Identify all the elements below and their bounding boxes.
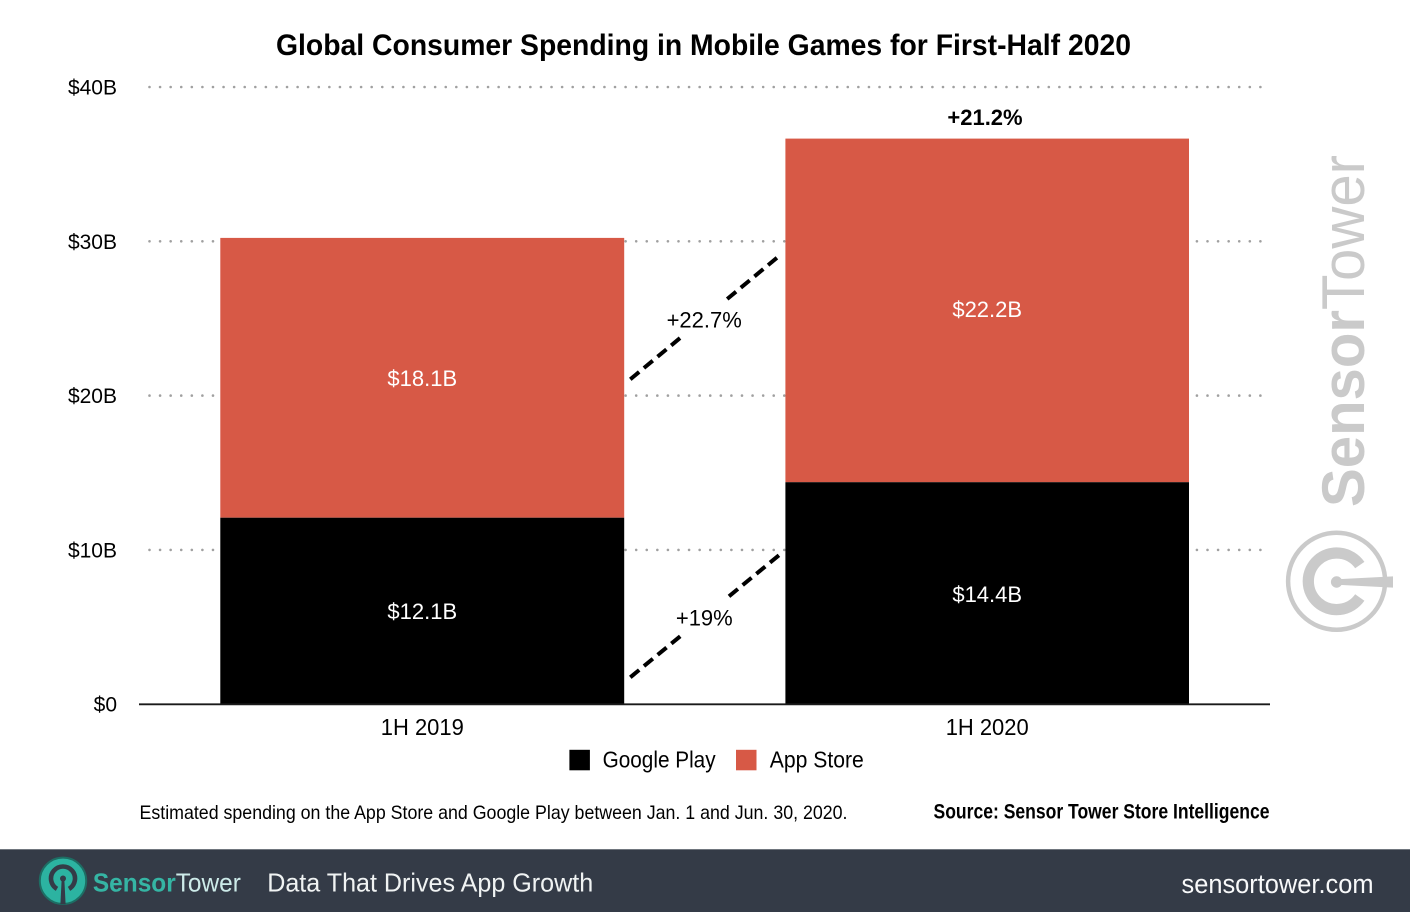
svg-text:$10B: $10B: [68, 539, 117, 562]
svg-text:App Store: App Store: [770, 747, 864, 773]
svg-text:Google Play: Google Play: [603, 747, 716, 773]
svg-text:1H 2020: 1H 2020: [946, 714, 1029, 740]
svg-text:$40B: $40B: [68, 77, 117, 100]
svg-text:$22.2B: $22.2B: [952, 297, 1022, 322]
svg-text:SensorTower: SensorTower: [93, 867, 241, 897]
svg-text:Source: Sensor Tower Store Int: Source: Sensor Tower Store Intelligence: [934, 800, 1270, 823]
svg-text:sensortower.com: sensortower.com: [1182, 869, 1374, 899]
svg-text:$14.4B: $14.4B: [952, 582, 1022, 607]
svg-text:SensorTower: SensorTower: [1310, 155, 1377, 507]
svg-text:Estimated spending on the App: Estimated spending on the App Store and …: [140, 802, 848, 824]
svg-text:+22.7%: +22.7%: [667, 308, 742, 333]
svg-text:Data That Drives App Growth: Data That Drives App Growth: [267, 867, 593, 897]
svg-text:+19%: +19%: [676, 605, 733, 630]
svg-text:$0: $0: [94, 694, 117, 717]
svg-text:$20B: $20B: [68, 385, 117, 408]
svg-text:$18.1B: $18.1B: [387, 366, 457, 391]
svg-text:+21.2%: +21.2%: [947, 105, 1022, 130]
svg-text:Global Consumer Spending in Mo: Global Consumer Spending in Mobile Games…: [276, 29, 1131, 62]
svg-text:$12.1B: $12.1B: [387, 599, 457, 624]
svg-text:$30B: $30B: [68, 231, 117, 254]
svg-text:1H 2019: 1H 2019: [381, 714, 464, 740]
